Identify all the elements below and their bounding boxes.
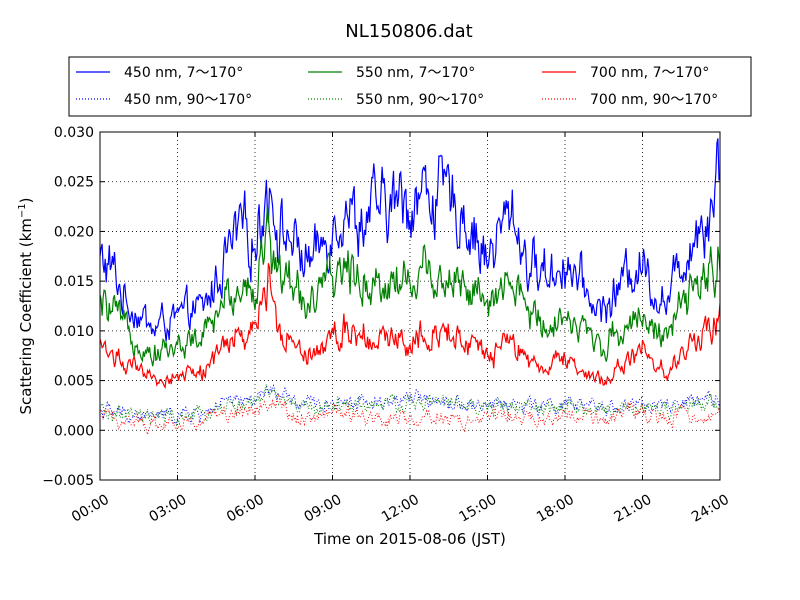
y-tick-label: 0.030 xyxy=(54,125,94,141)
y-axis-label-sup: −1 xyxy=(17,203,28,218)
x-tick-label: 00:00 xyxy=(69,492,112,526)
y-tick-label: 0.010 xyxy=(54,324,94,340)
legend: 450 nm, 7～170° 450 nm, 90～170° 550 nm, 7～1… xyxy=(68,56,752,117)
x-tick-label: 15:00 xyxy=(457,492,500,526)
legend-box xyxy=(68,56,752,117)
series-line xyxy=(99,384,721,426)
y-tick-label: −0.005 xyxy=(42,473,94,489)
x-tick-label: 03:00 xyxy=(147,492,190,526)
legend-label: 550 nm, 7～170° xyxy=(356,65,475,81)
series-line xyxy=(99,205,721,367)
series-line xyxy=(99,263,721,390)
legend-label: 450 nm, 90～170° xyxy=(124,92,252,108)
y-tick-label: 0.015 xyxy=(54,274,94,290)
series-line xyxy=(99,138,721,342)
y-tick-label: 0.025 xyxy=(54,175,94,191)
y-tick-label: 0.000 xyxy=(54,423,94,439)
chart-title: NL150806.dat xyxy=(345,21,472,42)
series-layer xyxy=(99,138,721,435)
legend-label: 450 nm, 7～170° xyxy=(124,65,243,81)
x-tick-label: 06:00 xyxy=(224,492,267,526)
x-tick-label: 21:00 xyxy=(612,492,655,526)
x-tick-label: 09:00 xyxy=(302,492,345,526)
x-tick-label: 18:00 xyxy=(534,492,577,526)
y-axis-label: Scattering Coefficient (km−1) xyxy=(17,197,35,414)
y-tick-label: 0.005 xyxy=(54,374,94,390)
series-line xyxy=(99,394,721,435)
x-tick-label: 12:00 xyxy=(379,492,422,526)
x-axis-label: Time on 2015-08-06 (JST) xyxy=(313,530,506,548)
x-tick-label: 24:00 xyxy=(689,492,732,526)
legend-label: 700 nm, 90～170° xyxy=(590,92,718,108)
x-tick-labels: 00:00 03:00 06:00 09:00 12:00 15:00 18:00 21:00… xyxy=(69,492,732,526)
axis-ticks xyxy=(99,131,721,481)
y-axis-label-end: ) xyxy=(17,197,35,203)
legend-label: 550 nm, 90～170° xyxy=(356,92,484,108)
y-tick-label: 0.020 xyxy=(54,224,94,240)
legend-label: 700 nm, 7～170° xyxy=(590,65,709,81)
series-line xyxy=(99,384,721,427)
y-axis-label-main: Scattering Coefficient (km xyxy=(17,218,35,414)
y-tick-labels: −0.005 0.000 0.005 0.010 0.015 0.020 0.025 0.03… xyxy=(42,125,94,489)
